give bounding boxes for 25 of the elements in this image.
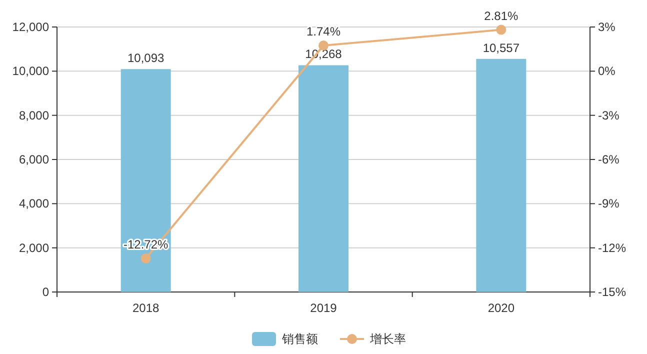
- y-tick-label: 6,000: [18, 152, 50, 166]
- y-tick-label: 0: [42, 285, 50, 299]
- y2-tick-label: -6%: [598, 152, 620, 166]
- y-tick-label: 8,000: [18, 108, 50, 122]
- point: [496, 24, 506, 35]
- x-tick-label: 2019: [310, 301, 338, 315]
- y2-tick-label: -9%: [598, 196, 620, 211]
- y2-tick-label: -12%: [598, 240, 626, 255]
- data-label: 1.74%: [306, 24, 341, 39]
- data-label: 10,093: [127, 51, 165, 66]
- legend-label: 销售额: [281, 332, 318, 346]
- point: [140, 253, 151, 264]
- x-tick-label: 2018: [132, 301, 160, 315]
- data-label: 2.81%: [484, 8, 519, 23]
- y2-tick-label: 0%: [598, 64, 616, 78]
- y-tick-label: 12,000: [12, 20, 50, 34]
- legend-label: 增长率: [369, 332, 406, 346]
- y2-tick-label: 3%: [598, 20, 616, 34]
- y-tick-label: 4,000: [18, 196, 50, 211]
- data-label: 10,557: [482, 40, 520, 55]
- y-tick-label: 10,000: [12, 64, 50, 78]
- y-tick-label: 2,000: [18, 240, 50, 255]
- x-tick-label: 2020: [488, 301, 515, 315]
- y2-tick-label: -15%: [598, 285, 626, 299]
- y2-tick-label: -3%: [598, 108, 620, 122]
